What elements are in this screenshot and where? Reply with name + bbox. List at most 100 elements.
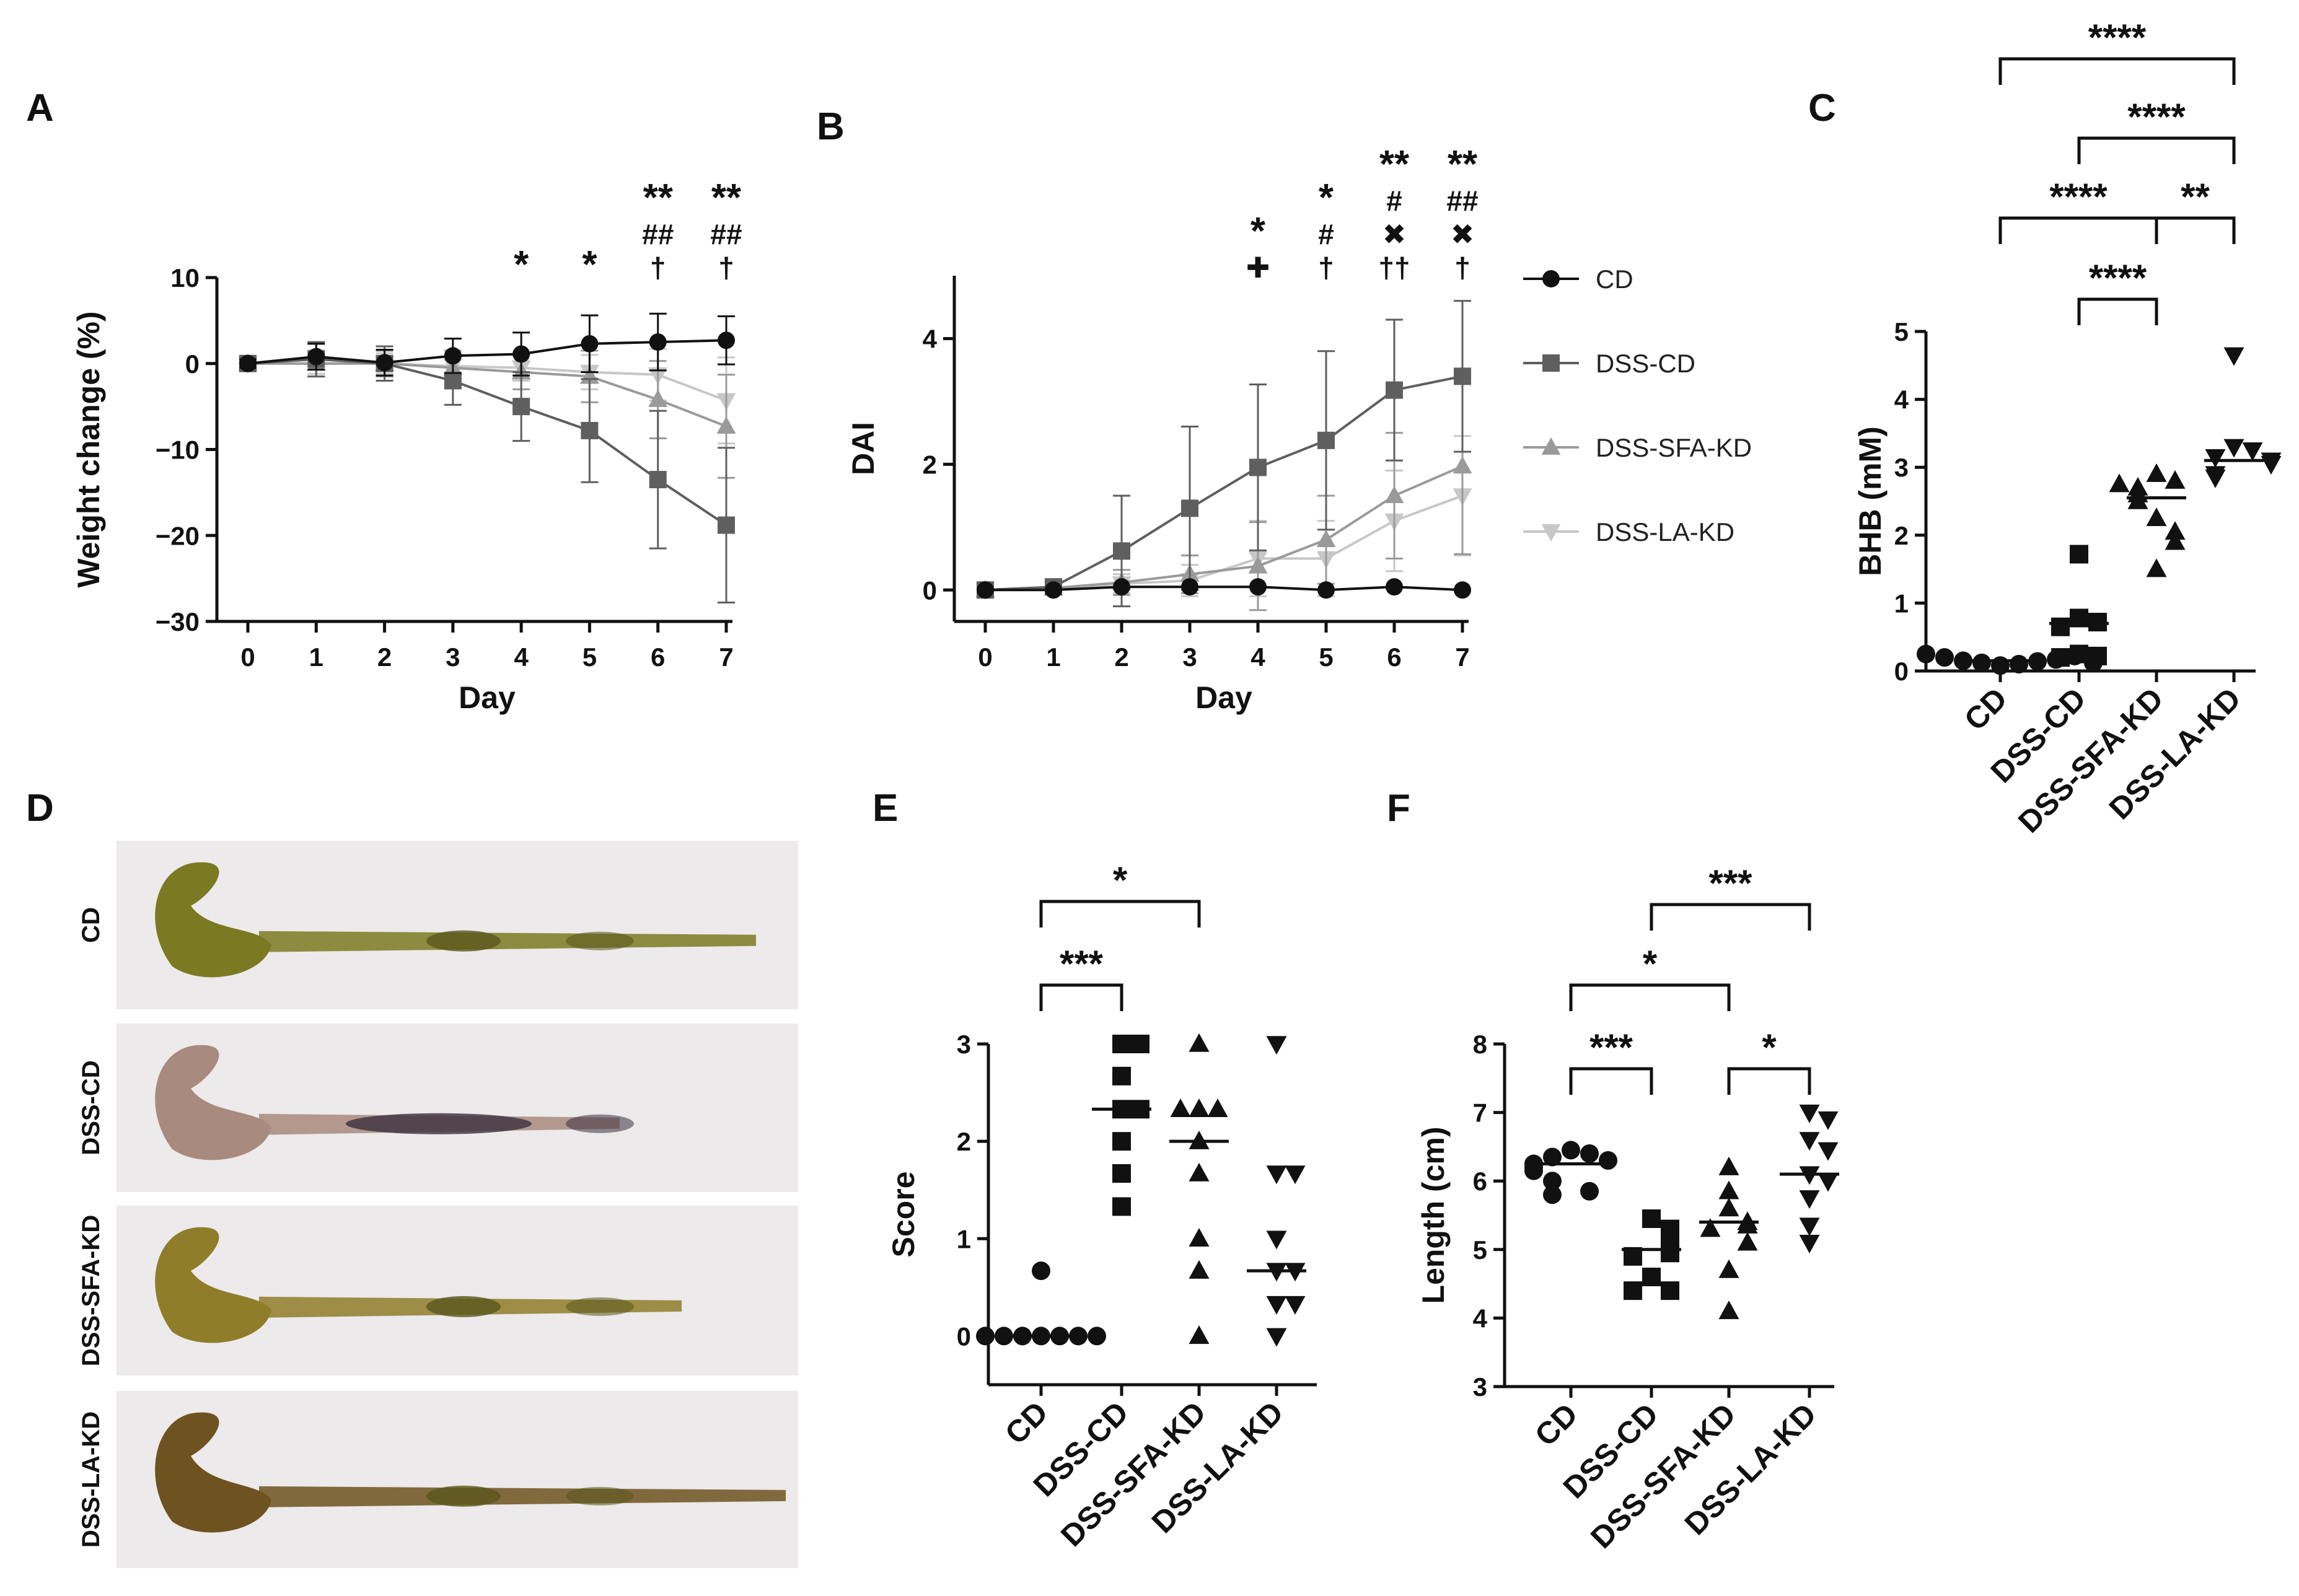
colon-cecum (155, 1227, 271, 1343)
group-dss-la-kd (1247, 1036, 1306, 1347)
series-line (985, 585, 1463, 592)
y-tick-label: 0 (185, 349, 200, 379)
y-tick-label: 2 (1894, 521, 1909, 550)
x-tick-label: 6 (651, 642, 665, 672)
significance-mark: * (1251, 210, 1266, 253)
series-line (985, 465, 1463, 592)
photo-label: CD (77, 907, 105, 943)
colon-segment (566, 1297, 634, 1316)
data-point (1718, 1156, 1739, 1175)
data-point (1189, 1260, 1210, 1279)
data-point (976, 1326, 995, 1346)
significance-label: * (1643, 943, 1658, 984)
significance-mark: # (1318, 218, 1334, 250)
data-point (1718, 1180, 1739, 1199)
y-tick-label: 0 (1894, 657, 1909, 686)
data-point (1113, 542, 1130, 560)
data-point (1248, 556, 1268, 574)
data-point (1661, 1243, 1679, 1263)
x-tick-label: 1 (309, 642, 323, 672)
data-point (1384, 485, 1404, 503)
significance-mark: ✚ (1246, 252, 1270, 284)
y-tick-label: 8 (1473, 1030, 1487, 1059)
y-axis-title: DAI (846, 422, 881, 475)
data-point (1266, 1036, 1287, 1055)
significance-mark: †† (1378, 252, 1410, 284)
data-point (716, 416, 736, 434)
data-point (1112, 1197, 1131, 1216)
data-point (1562, 1141, 1580, 1160)
group-cd (976, 1261, 1106, 1346)
data-point (1737, 1232, 1758, 1251)
y-tick-label: 1 (1894, 589, 1909, 618)
data-point (1661, 1281, 1679, 1300)
colon-segment (566, 1114, 634, 1133)
group-dss-sfa-kd (1699, 1156, 1759, 1320)
x-tick-label: 5 (1319, 642, 1333, 672)
data-point (2223, 347, 2244, 366)
data-point (648, 389, 668, 407)
data-point (444, 372, 462, 390)
data-point (1386, 381, 1403, 399)
significance-bracket (1039, 983, 1123, 1011)
y-tick-label: 3 (1473, 1372, 1487, 1401)
data-point (1543, 1185, 1562, 1204)
data-point (2261, 455, 2282, 475)
y-tick-label: −20 (156, 521, 200, 550)
legend-marker (1541, 524, 1561, 542)
panel-label-a: A (26, 87, 54, 129)
data-point (1189, 1228, 1210, 1247)
colon-segment (566, 931, 634, 950)
x-tick-label: 2 (1114, 642, 1128, 672)
data-point (1131, 1035, 1150, 1053)
y-tick-label: 5 (1473, 1235, 1487, 1265)
significance-mark: * (514, 243, 529, 286)
y-tick-label: 6 (1473, 1167, 1487, 1196)
data-point (239, 354, 257, 372)
data-point (1266, 1165, 1287, 1185)
photo-label: DSS-CD (77, 1060, 105, 1155)
data-point (1317, 581, 1335, 599)
panel-label-d: D (26, 787, 54, 830)
significance-bracket (1727, 1067, 1811, 1095)
series-cd (239, 312, 735, 377)
data-point (1189, 1033, 1210, 1052)
data-point (1991, 656, 2010, 675)
significance-bracket (2077, 136, 2236, 164)
x-tick-label: 2 (377, 642, 392, 672)
significance-bracket (1998, 216, 2158, 244)
data-point (2165, 470, 2186, 489)
data-point (1112, 1164, 1131, 1183)
significance-mark: ** (711, 177, 742, 219)
y-axis-title: Score (886, 1172, 921, 1258)
series-line (985, 494, 1463, 592)
colon-tube (259, 931, 756, 952)
series-dss-cd (977, 300, 1471, 608)
data-point (1799, 1234, 1820, 1253)
group-dss-la-kd (1780, 1104, 1839, 1253)
data-point (1266, 1328, 1287, 1347)
data-point (581, 335, 599, 353)
data-point (2109, 473, 2130, 493)
significance-label: **** (2088, 17, 2147, 58)
data-point (1799, 1104, 1820, 1123)
colon-segment (426, 1485, 501, 1507)
data-point (2146, 558, 2167, 577)
data-point (1454, 581, 1471, 599)
data-point (1818, 1111, 1839, 1130)
x-tick-label: CD (1528, 1396, 1585, 1453)
significance-label: *** (1060, 943, 1104, 984)
group-dss-cd (1092, 1035, 1151, 1216)
x-axis-title: Day (459, 680, 516, 715)
y-tick-label: 7 (1473, 1098, 1487, 1128)
x-axis-title: Day (1195, 680, 1252, 715)
colon-cecum (155, 1412, 271, 1533)
significance-label: *** (1708, 862, 1752, 904)
panel-label-c: C (1808, 87, 1836, 129)
data-point (1454, 367, 1471, 385)
photo-background (116, 1391, 798, 1568)
colon-photo (116, 1391, 798, 1568)
significance-mark: † (718, 252, 734, 284)
data-point (1112, 1066, 1131, 1085)
